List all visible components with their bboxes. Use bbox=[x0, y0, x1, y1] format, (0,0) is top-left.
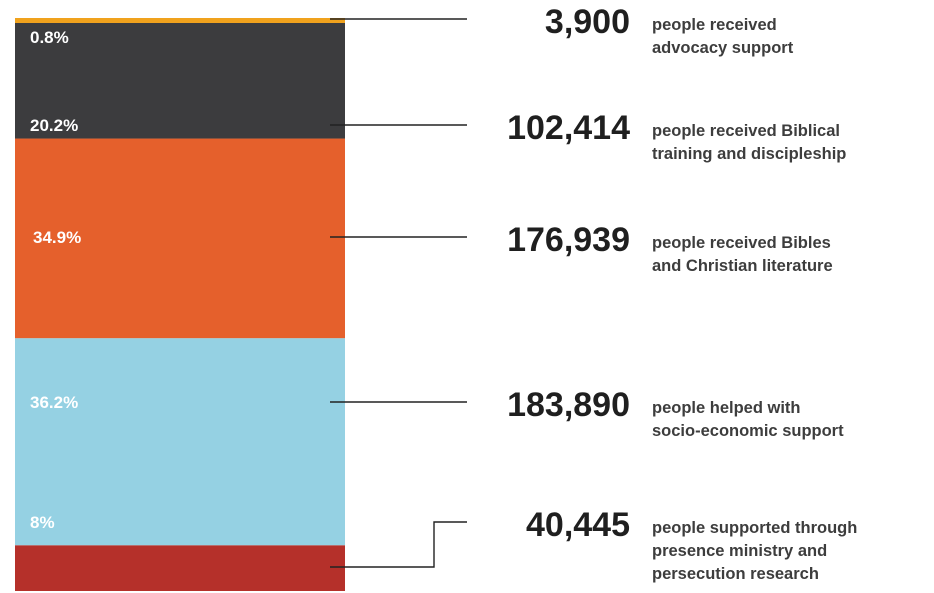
segment-desc-1-line-0: people helped with bbox=[652, 399, 801, 417]
bar-segment-3 bbox=[15, 22, 345, 139]
segment-desc-1-line-1: socio-economic support bbox=[652, 422, 844, 440]
segment-pct-label-3: 20.2% bbox=[30, 116, 78, 135]
segment-desc-2-line-1: and Christian literature bbox=[652, 257, 833, 275]
segment-pct-label-4: 0.8% bbox=[30, 28, 69, 47]
segment-count-1: 183,890 bbox=[507, 386, 630, 424]
segment-count-0: 40,445 bbox=[526, 506, 630, 544]
bar-segment-2 bbox=[15, 138, 345, 339]
leader-line-0 bbox=[330, 521, 467, 568]
segment-pct-label-1: 36.2% bbox=[30, 393, 78, 412]
segment-count-2: 176,939 bbox=[507, 221, 630, 259]
segment-desc-0-line-2: persecution research bbox=[652, 565, 819, 583]
segment-desc-2-line-0: people received Bibles bbox=[652, 234, 831, 252]
bar-segment-1 bbox=[15, 338, 345, 546]
segment-desc-0-line-0: people supported through bbox=[652, 519, 857, 537]
bar-segment-4 bbox=[15, 18, 345, 23]
bar-segment-0 bbox=[15, 545, 345, 591]
segment-desc-4-line-0: people received bbox=[652, 16, 777, 34]
segment-desc-3-line-0: people received Biblical bbox=[652, 122, 840, 140]
segment-pct-label-0: 8% bbox=[30, 513, 55, 532]
segment-desc-4-line-1: advocacy support bbox=[652, 39, 794, 57]
segment-desc-3-line-1: training and discipleship bbox=[652, 145, 846, 163]
segment-desc-0-line-1: presence ministry and bbox=[652, 542, 827, 560]
segment-count-3: 102,414 bbox=[507, 109, 630, 147]
segment-count-4: 3,900 bbox=[545, 3, 630, 41]
segment-pct-label-2: 34.9% bbox=[33, 228, 81, 247]
